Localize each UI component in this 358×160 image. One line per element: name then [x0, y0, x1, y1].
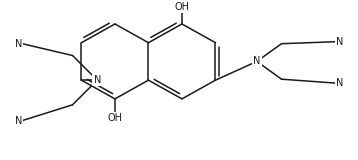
- Text: N: N: [336, 37, 343, 47]
- Text: N: N: [15, 116, 22, 126]
- Text: N: N: [93, 75, 101, 85]
- Text: OH: OH: [107, 113, 122, 123]
- Text: N: N: [253, 56, 261, 66]
- Text: N: N: [15, 39, 22, 49]
- Text: N: N: [336, 78, 343, 88]
- Text: OH: OH: [174, 2, 189, 12]
